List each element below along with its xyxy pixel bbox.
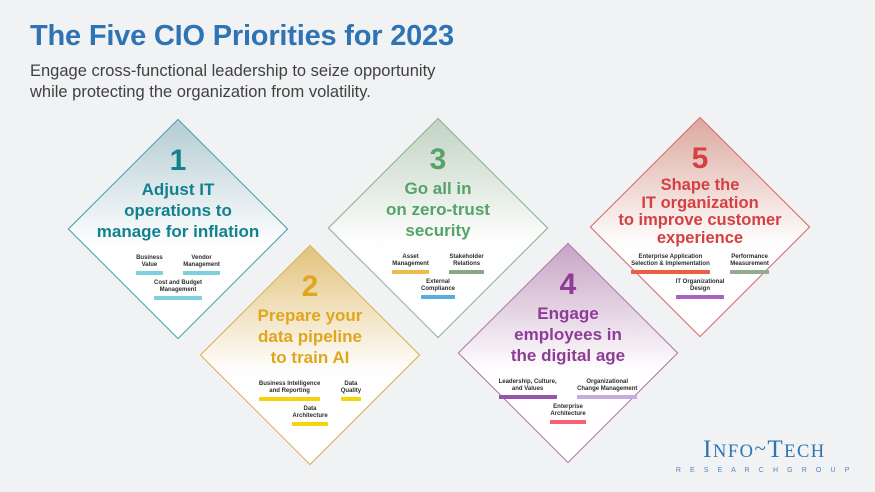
topic-underline bbox=[292, 422, 328, 426]
diamond-3-number: 3 bbox=[429, 143, 447, 176]
diamond-1-content: 1 Adjust IT operations to manage for inf… bbox=[58, 144, 298, 300]
topic-asset-management: Asset Management bbox=[392, 254, 429, 274]
topic-label: IT Organizational Design bbox=[675, 278, 725, 293]
topic-label: Organizational Change Management bbox=[577, 379, 638, 393]
topic-label: External Compliance bbox=[420, 278, 455, 293]
diamond-4-content: 4 Engage employees in the digital age Le… bbox=[448, 268, 688, 424]
topic-label: Enterprise Application Selection & Imple… bbox=[631, 254, 710, 268]
diamond-2-topics: Business Intelligence and Reporting Data… bbox=[190, 381, 430, 426]
topic-stakeholder-relations: Stakeholder Relations bbox=[449, 254, 484, 274]
topic-label: Business Value bbox=[136, 255, 163, 269]
topic-it-organizational-design: IT Organizational Design bbox=[675, 278, 725, 299]
diamond-5-topics: Enterprise Application Selection & Imple… bbox=[580, 254, 820, 299]
page-subtitle: Engage cross-functional leadership to se… bbox=[30, 62, 436, 101]
diamond-2-title: Prepare your data pipeline to train AI bbox=[257, 306, 363, 367]
topic-label: Business Intelligence and Reporting bbox=[258, 381, 321, 395]
topic-enterprise-application-selection: Enterprise Application Selection & Imple… bbox=[631, 254, 710, 274]
topic-underline bbox=[550, 420, 586, 424]
page-title: The Five CIO Priorities for 2023 bbox=[30, 20, 454, 52]
topic-label: Data Architecture bbox=[292, 405, 328, 420]
diamond-4-title: Engage employees in the digital age bbox=[510, 304, 626, 365]
diamond-1-topics: Business Value Vendor Management Cost an… bbox=[58, 255, 298, 300]
topic-enterprise-architecture: Enterprise Architecture bbox=[550, 403, 586, 424]
topic-label: Performance Measurement bbox=[730, 254, 769, 268]
topic-vendor-management: Vendor Management bbox=[183, 255, 220, 275]
diamond-5-title: Shape the IT organization to improve cus… bbox=[618, 176, 782, 247]
topic-data-quality: Data Quality bbox=[340, 381, 362, 401]
diamond-5-number: 5 bbox=[691, 142, 709, 175]
topic-data-architecture: Data Architecture bbox=[292, 405, 328, 426]
topic-label: Stakeholder Relations bbox=[449, 254, 484, 268]
topic-cost-and-budget-management: Cost and Budget Management bbox=[154, 280, 202, 300]
topic-underline bbox=[136, 271, 163, 275]
diamond-3-topics: Asset Management Stakeholder Relations E… bbox=[318, 254, 558, 299]
diamond-4-number: 4 bbox=[559, 268, 577, 301]
header: The Five CIO Priorities for 2023 Engage … bbox=[30, 19, 454, 103]
topic-external-compliance: External Compliance bbox=[420, 278, 455, 299]
topic-organizational-change-management: Organizational Change Management bbox=[577, 379, 638, 399]
tilde-glyph: ~ bbox=[754, 436, 768, 460]
topic-business-value: Business Value bbox=[136, 255, 163, 275]
infotech-logo-wordmark: INFO~TECH bbox=[703, 436, 826, 463]
topic-underline bbox=[340, 397, 362, 401]
topic-underline bbox=[631, 270, 710, 274]
topic-underline bbox=[449, 270, 484, 274]
infotech-logo: INFO~TECH R E S E A R C H G R O U P bbox=[675, 436, 853, 474]
diamond-2-content: 2 Prepare your data pipeline to train AI… bbox=[190, 270, 430, 426]
topic-label: Data Quality bbox=[340, 381, 362, 395]
topic-label: Leadership, Culture, and Values bbox=[498, 379, 557, 393]
topic-label: Asset Management bbox=[392, 254, 429, 268]
topic-underline bbox=[675, 295, 725, 299]
diamond-3-title: Go all in on zero-trust security bbox=[386, 179, 490, 240]
topic-label: Enterprise Architecture bbox=[550, 403, 586, 418]
topic-label: Cost and Budget Management bbox=[154, 279, 202, 294]
topic-business-intelligence-and-reporting: Business Intelligence and Reporting bbox=[258, 381, 321, 401]
topic-label: Vendor Management bbox=[183, 255, 220, 269]
infotech-logo-subtitle: R E S E A R C H G R O U P bbox=[675, 467, 853, 474]
diamond-4-topics: Leadership, Culture, and Values Organiza… bbox=[448, 379, 688, 424]
diamond-1-title: Adjust IT operations to manage for infla… bbox=[96, 180, 260, 241]
topic-performance-measurement: Performance Measurement bbox=[730, 254, 769, 274]
topic-underline bbox=[498, 395, 557, 399]
topic-underline bbox=[258, 397, 321, 401]
topic-underline bbox=[154, 296, 202, 300]
diamond-5-content: 5 Shape the IT organization to improve c… bbox=[580, 142, 820, 299]
topic-underline bbox=[577, 395, 638, 399]
diamond-3-content: 3 Go all in on zero-trust security Asset… bbox=[318, 143, 558, 299]
topic-underline bbox=[392, 270, 429, 274]
topic-underline bbox=[183, 271, 220, 275]
diamond-2-number: 2 bbox=[301, 270, 319, 303]
topic-underline bbox=[730, 270, 769, 274]
topic-underline bbox=[420, 295, 455, 299]
diamond-1-number: 1 bbox=[169, 144, 187, 177]
topic-leadership-culture-and-values: Leadership, Culture, and Values bbox=[498, 379, 557, 399]
